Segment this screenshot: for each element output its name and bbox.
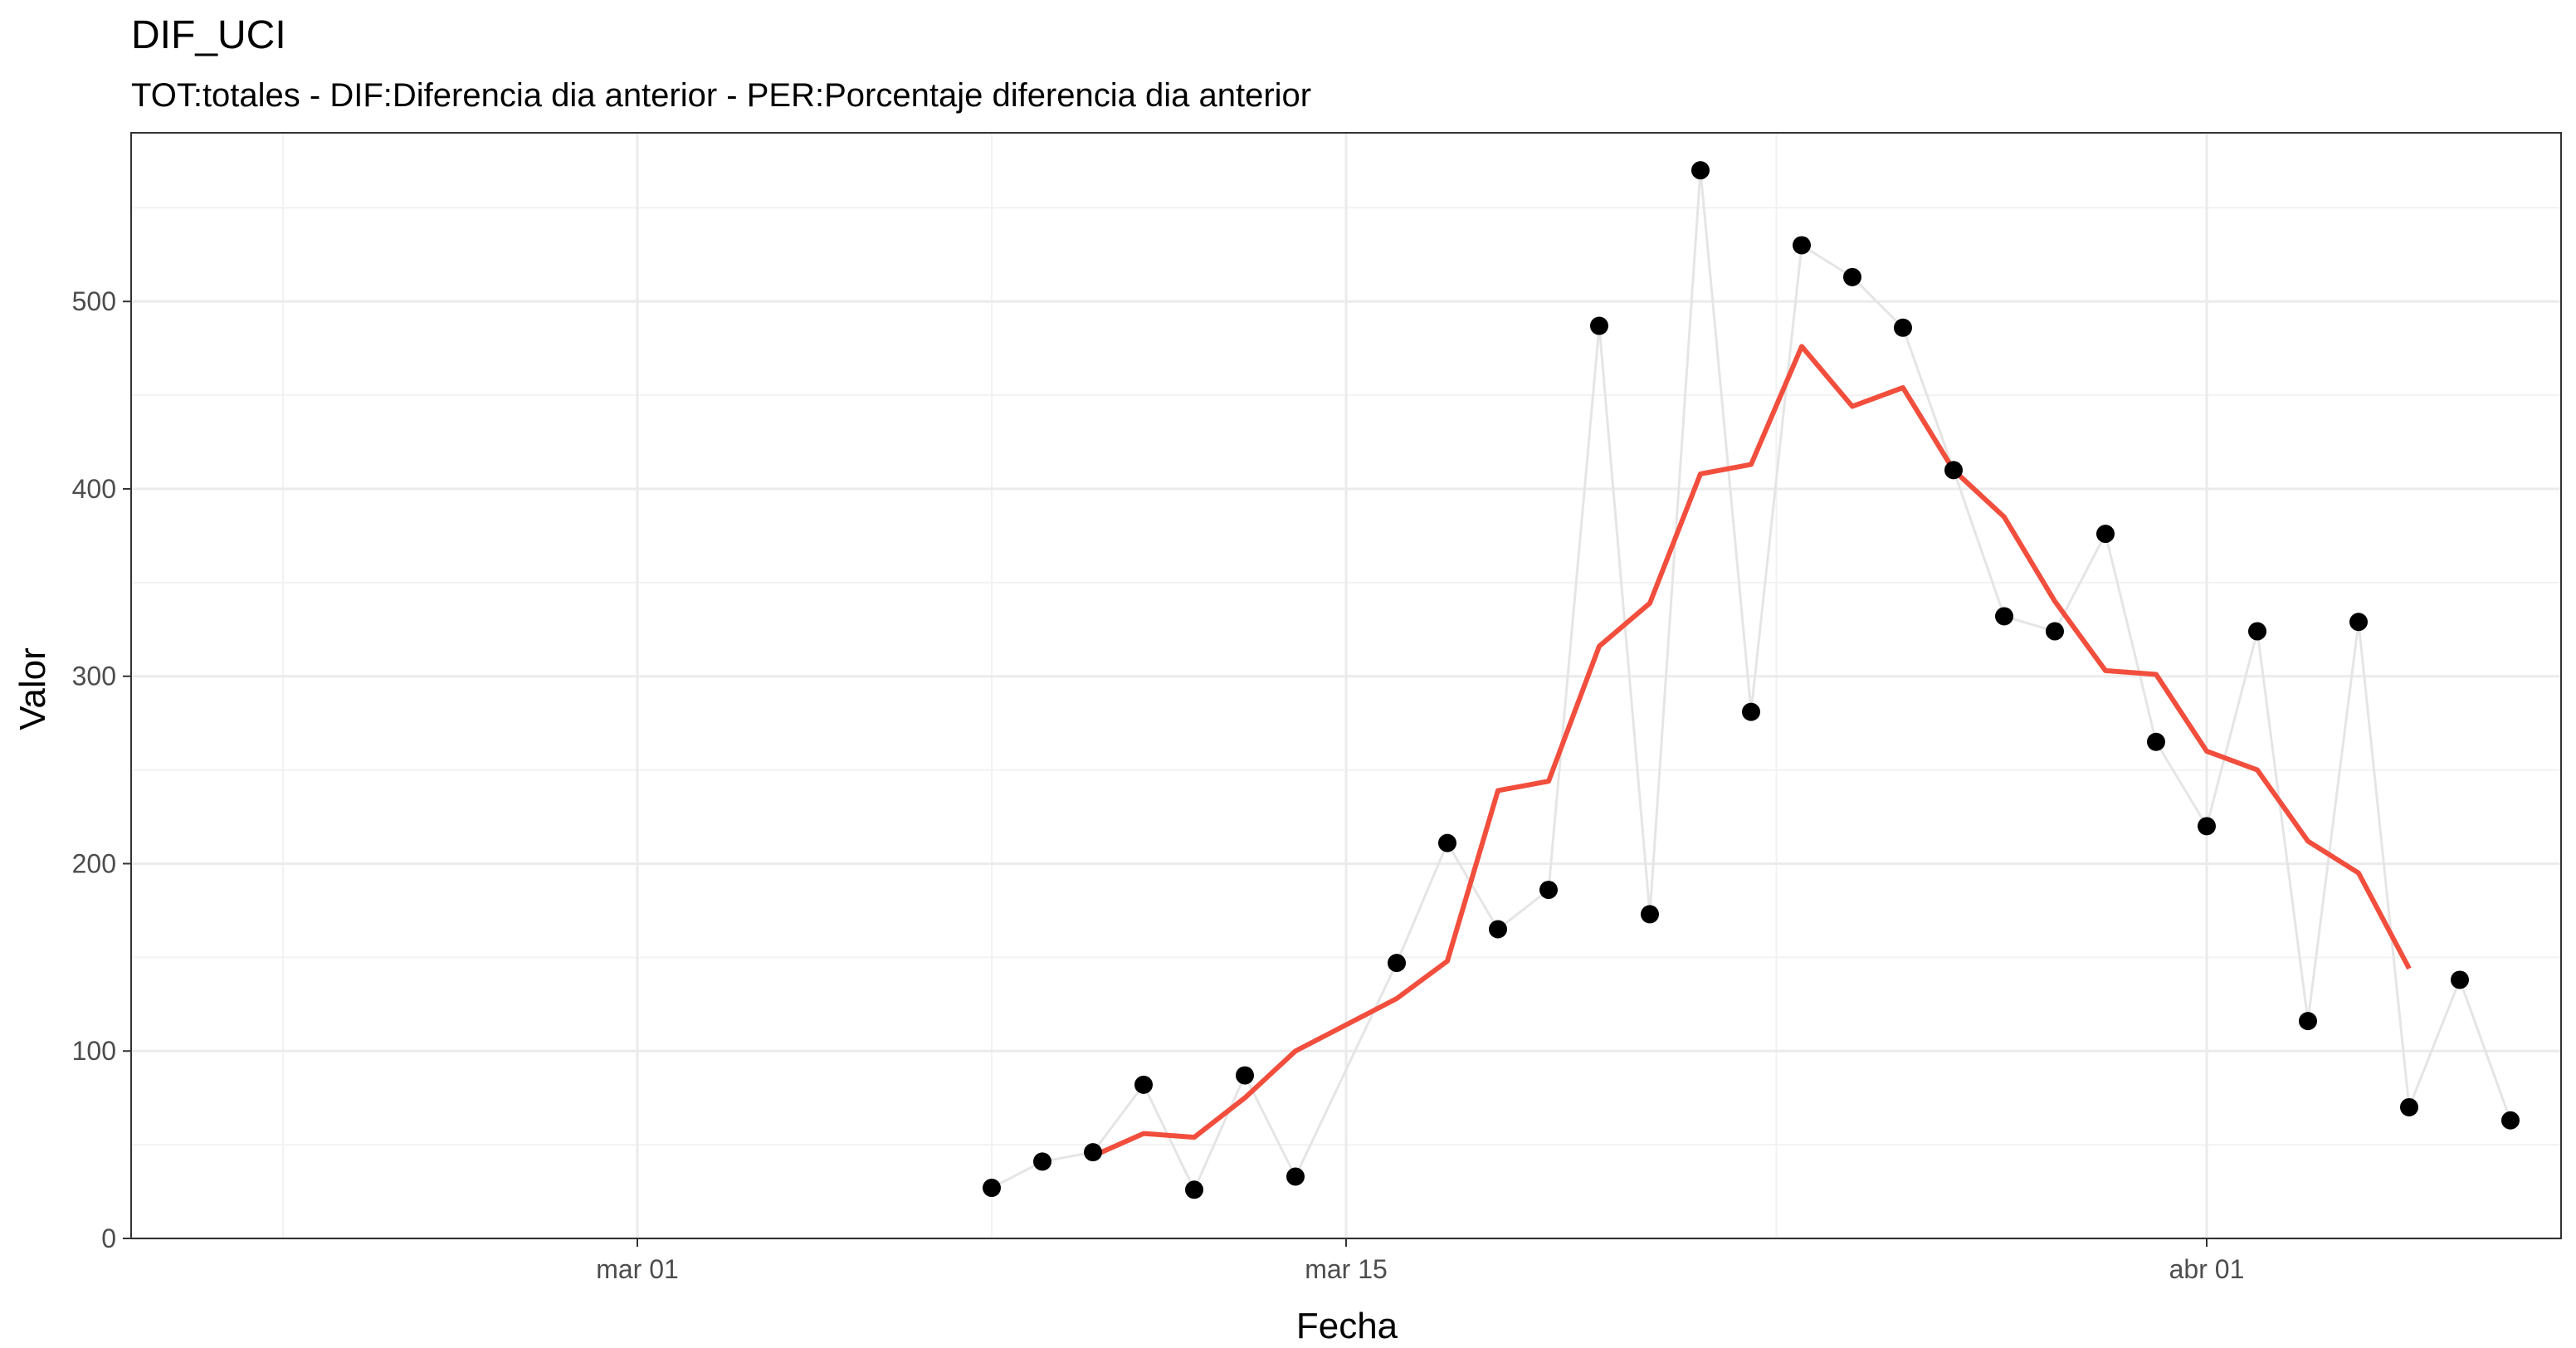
y-axis-title: Valor: [12, 647, 53, 730]
y-tick-label: 300: [72, 662, 116, 691]
data-point: [1843, 267, 1861, 286]
data-point: [2198, 817, 2216, 836]
data-point: [2248, 622, 2266, 641]
data-point: [2147, 732, 2165, 751]
data-point: [983, 1179, 1001, 1198]
data-point: [1539, 881, 1558, 900]
y-tick-label: 500: [72, 286, 116, 316]
y-axis: 0 100 200 300 400 500: [72, 286, 131, 1253]
y-tick-label: 0: [101, 1223, 116, 1253]
data-point: [1489, 920, 1507, 939]
data-point: [1084, 1143, 1102, 1162]
chart-title: DIF_UCI: [131, 13, 286, 57]
data-series: [983, 161, 2520, 1199]
x-tick-label: mar 15: [1305, 1254, 1388, 1284]
data-point: [2046, 622, 2064, 641]
data-point: [1134, 1075, 1153, 1094]
data-point: [1286, 1167, 1305, 1186]
plot-area: [130, 132, 2562, 1240]
data-point: [1995, 607, 2013, 626]
data-point: [2349, 613, 2368, 632]
connector-line: [991, 170, 2512, 1193]
x-axis: mar 01 mar 15 abr 01: [596, 1238, 2244, 1284]
data-point: [1236, 1066, 1254, 1085]
data-point: [2096, 525, 2115, 544]
chart-subtitle: TOT:totales - DIF:Diferencia dia anterio…: [131, 77, 1311, 114]
data-point: [1033, 1152, 1051, 1171]
data-point: [1894, 318, 1912, 337]
data-point: [2451, 970, 2469, 989]
x-axis-title: Fecha: [1296, 1306, 1398, 1346]
data-point: [1793, 236, 1811, 255]
data-point: [2501, 1111, 2520, 1130]
data-point: [1185, 1180, 1203, 1199]
x-tick-label: abr 01: [2169, 1254, 2245, 1284]
data-point: [1944, 461, 1963, 480]
x-tick-label: mar 01: [596, 1254, 679, 1284]
data-point: [1691, 161, 1710, 180]
data-point: [1742, 702, 1760, 721]
moving-average-line: [1091, 344, 2412, 1159]
y-tick-label: 400: [72, 474, 116, 504]
data-point: [2299, 1012, 2317, 1031]
y-tick-label: 100: [72, 1036, 116, 1066]
data-point: [2400, 1097, 2418, 1116]
y-tick-label: 200: [72, 848, 116, 878]
data-point: [1388, 954, 1406, 973]
data-point: [1641, 905, 1659, 924]
data-point: [1438, 833, 1456, 852]
data-point: [1590, 316, 1608, 335]
